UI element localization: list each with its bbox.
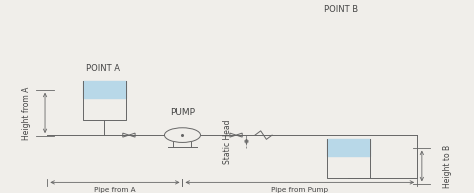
- Text: Static Head: Static Head: [223, 119, 232, 164]
- Text: PUMP: PUMP: [170, 108, 195, 117]
- Bar: [83, 81, 126, 98]
- Text: POINT A: POINT A: [86, 64, 120, 73]
- Text: POINT B: POINT B: [324, 5, 358, 14]
- Text: Height to B: Height to B: [444, 144, 452, 188]
- Text: Pipe from Pump
to B: Pipe from Pump to B: [271, 187, 328, 193]
- Text: Height from A: Height from A: [22, 86, 30, 140]
- Text: Pipe from A
to Pump: Pipe from A to Pump: [94, 187, 136, 193]
- Bar: [327, 139, 370, 156]
